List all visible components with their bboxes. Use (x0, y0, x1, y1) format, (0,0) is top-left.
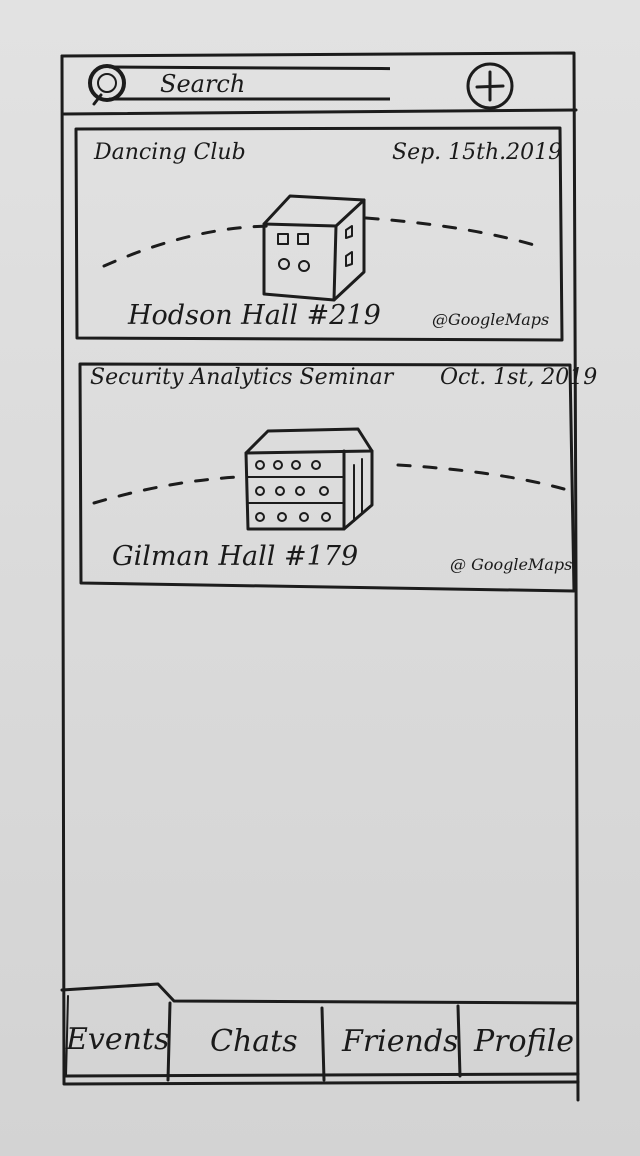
event-date: Sep. 15th.2019 (392, 140, 563, 165)
event-title: Security Analytics Seminar (90, 365, 394, 390)
building-icon (262, 194, 366, 302)
add-event-button[interactable] (464, 60, 516, 112)
tab-friends-label: Friends (342, 1024, 459, 1059)
card-border (78, 362, 576, 593)
tab-events-label: Events (66, 1022, 170, 1057)
tab-friends[interactable]: Friends (324, 1004, 458, 1076)
search-placeholder: Search (160, 70, 246, 98)
building-icon (244, 427, 374, 531)
search-icon[interactable] (84, 62, 130, 108)
map-attribution: @ GoogleMaps (450, 555, 573, 574)
search-input[interactable] (84, 63, 390, 103)
tab-profile[interactable]: Profile (460, 1004, 576, 1076)
tab-chats-label: Chats (210, 1024, 298, 1059)
event-title: Dancing Club (94, 140, 246, 165)
tab-events[interactable]: Events (66, 1002, 170, 1076)
event-card[interactable]: Dancing Club Sep. 15th.2019 Hodson Hall … (74, 126, 564, 342)
event-card[interactable]: Security Analytics Seminar Oct. 1st, 201… (78, 361, 597, 593)
event-location: Gilman Hall #179 (112, 541, 359, 572)
map-attribution: @GoogleMaps (432, 310, 550, 329)
plus-circle-icon (466, 62, 514, 110)
event-date: Oct. 1st, 2019 (440, 365, 598, 390)
card-border (74, 126, 564, 342)
event-location: Hodson Hall #219 (128, 300, 381, 331)
tab-profile-label: Profile (474, 1024, 574, 1059)
tab-chats[interactable]: Chats (170, 1004, 322, 1076)
